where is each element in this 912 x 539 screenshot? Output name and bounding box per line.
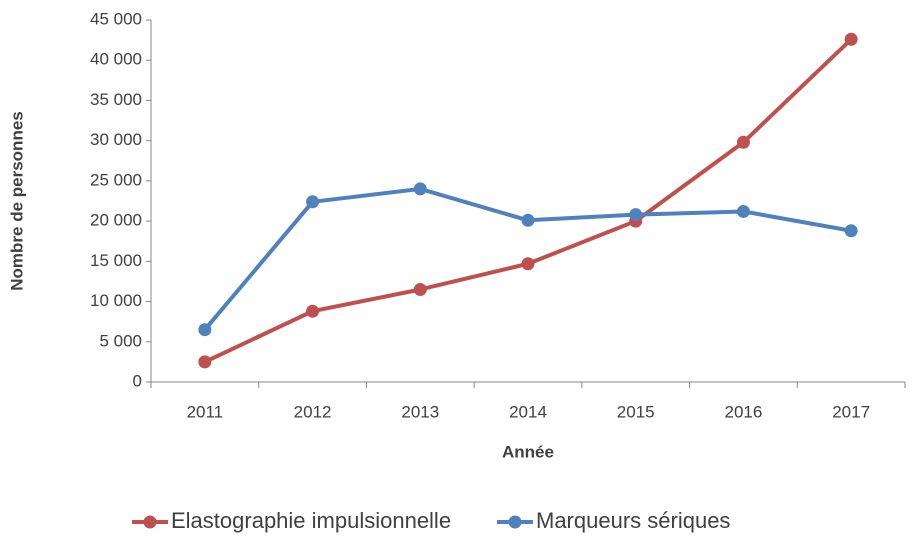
legend-label: Elastographie impulsionnelle — [171, 508, 451, 533]
legend-marker — [143, 515, 157, 529]
data-point — [736, 204, 750, 218]
y-tick-label: 5 000 — [99, 331, 142, 350]
data-point — [629, 208, 643, 222]
x-axis-label: Année — [502, 442, 554, 461]
x-tick-label: 2014 — [509, 402, 547, 421]
data-point — [521, 257, 535, 271]
data-point — [306, 304, 320, 318]
y-tick-label: 40 000 — [90, 50, 142, 69]
legend-marker — [508, 515, 522, 529]
data-point — [306, 195, 320, 209]
data-point — [844, 32, 858, 46]
y-tick-label: 30 000 — [90, 130, 142, 149]
x-tick-label: 2015 — [617, 402, 655, 421]
y-tick-label: 15 000 — [90, 251, 142, 270]
x-tick-label: 2016 — [725, 402, 763, 421]
series-line — [204, 37, 853, 364]
y-tick-label: 25 000 — [90, 170, 142, 189]
legend-label: Marqueurs sériques — [536, 508, 730, 533]
data-point — [844, 224, 858, 238]
y-tick-label: 45 000 — [90, 9, 142, 28]
x-tick-label: 2011 — [187, 402, 224, 421]
y-tick-label: 35 000 — [90, 90, 142, 109]
data-point — [198, 355, 212, 369]
x-tick-label: 2013 — [401, 402, 439, 421]
y-axis-label: Nombre de personnes — [7, 111, 26, 291]
data-point — [736, 135, 750, 149]
y-tick-label: 0 — [133, 371, 142, 390]
y-tick-label: 10 000 — [90, 291, 142, 310]
y-tick-label: 20 000 — [90, 211, 142, 230]
x-tick-label: 2017 — [832, 402, 870, 421]
x-tick-label: 2012 — [294, 402, 332, 421]
data-point — [521, 213, 535, 227]
data-point — [198, 323, 212, 337]
data-point — [413, 182, 427, 196]
data-point — [413, 282, 427, 296]
